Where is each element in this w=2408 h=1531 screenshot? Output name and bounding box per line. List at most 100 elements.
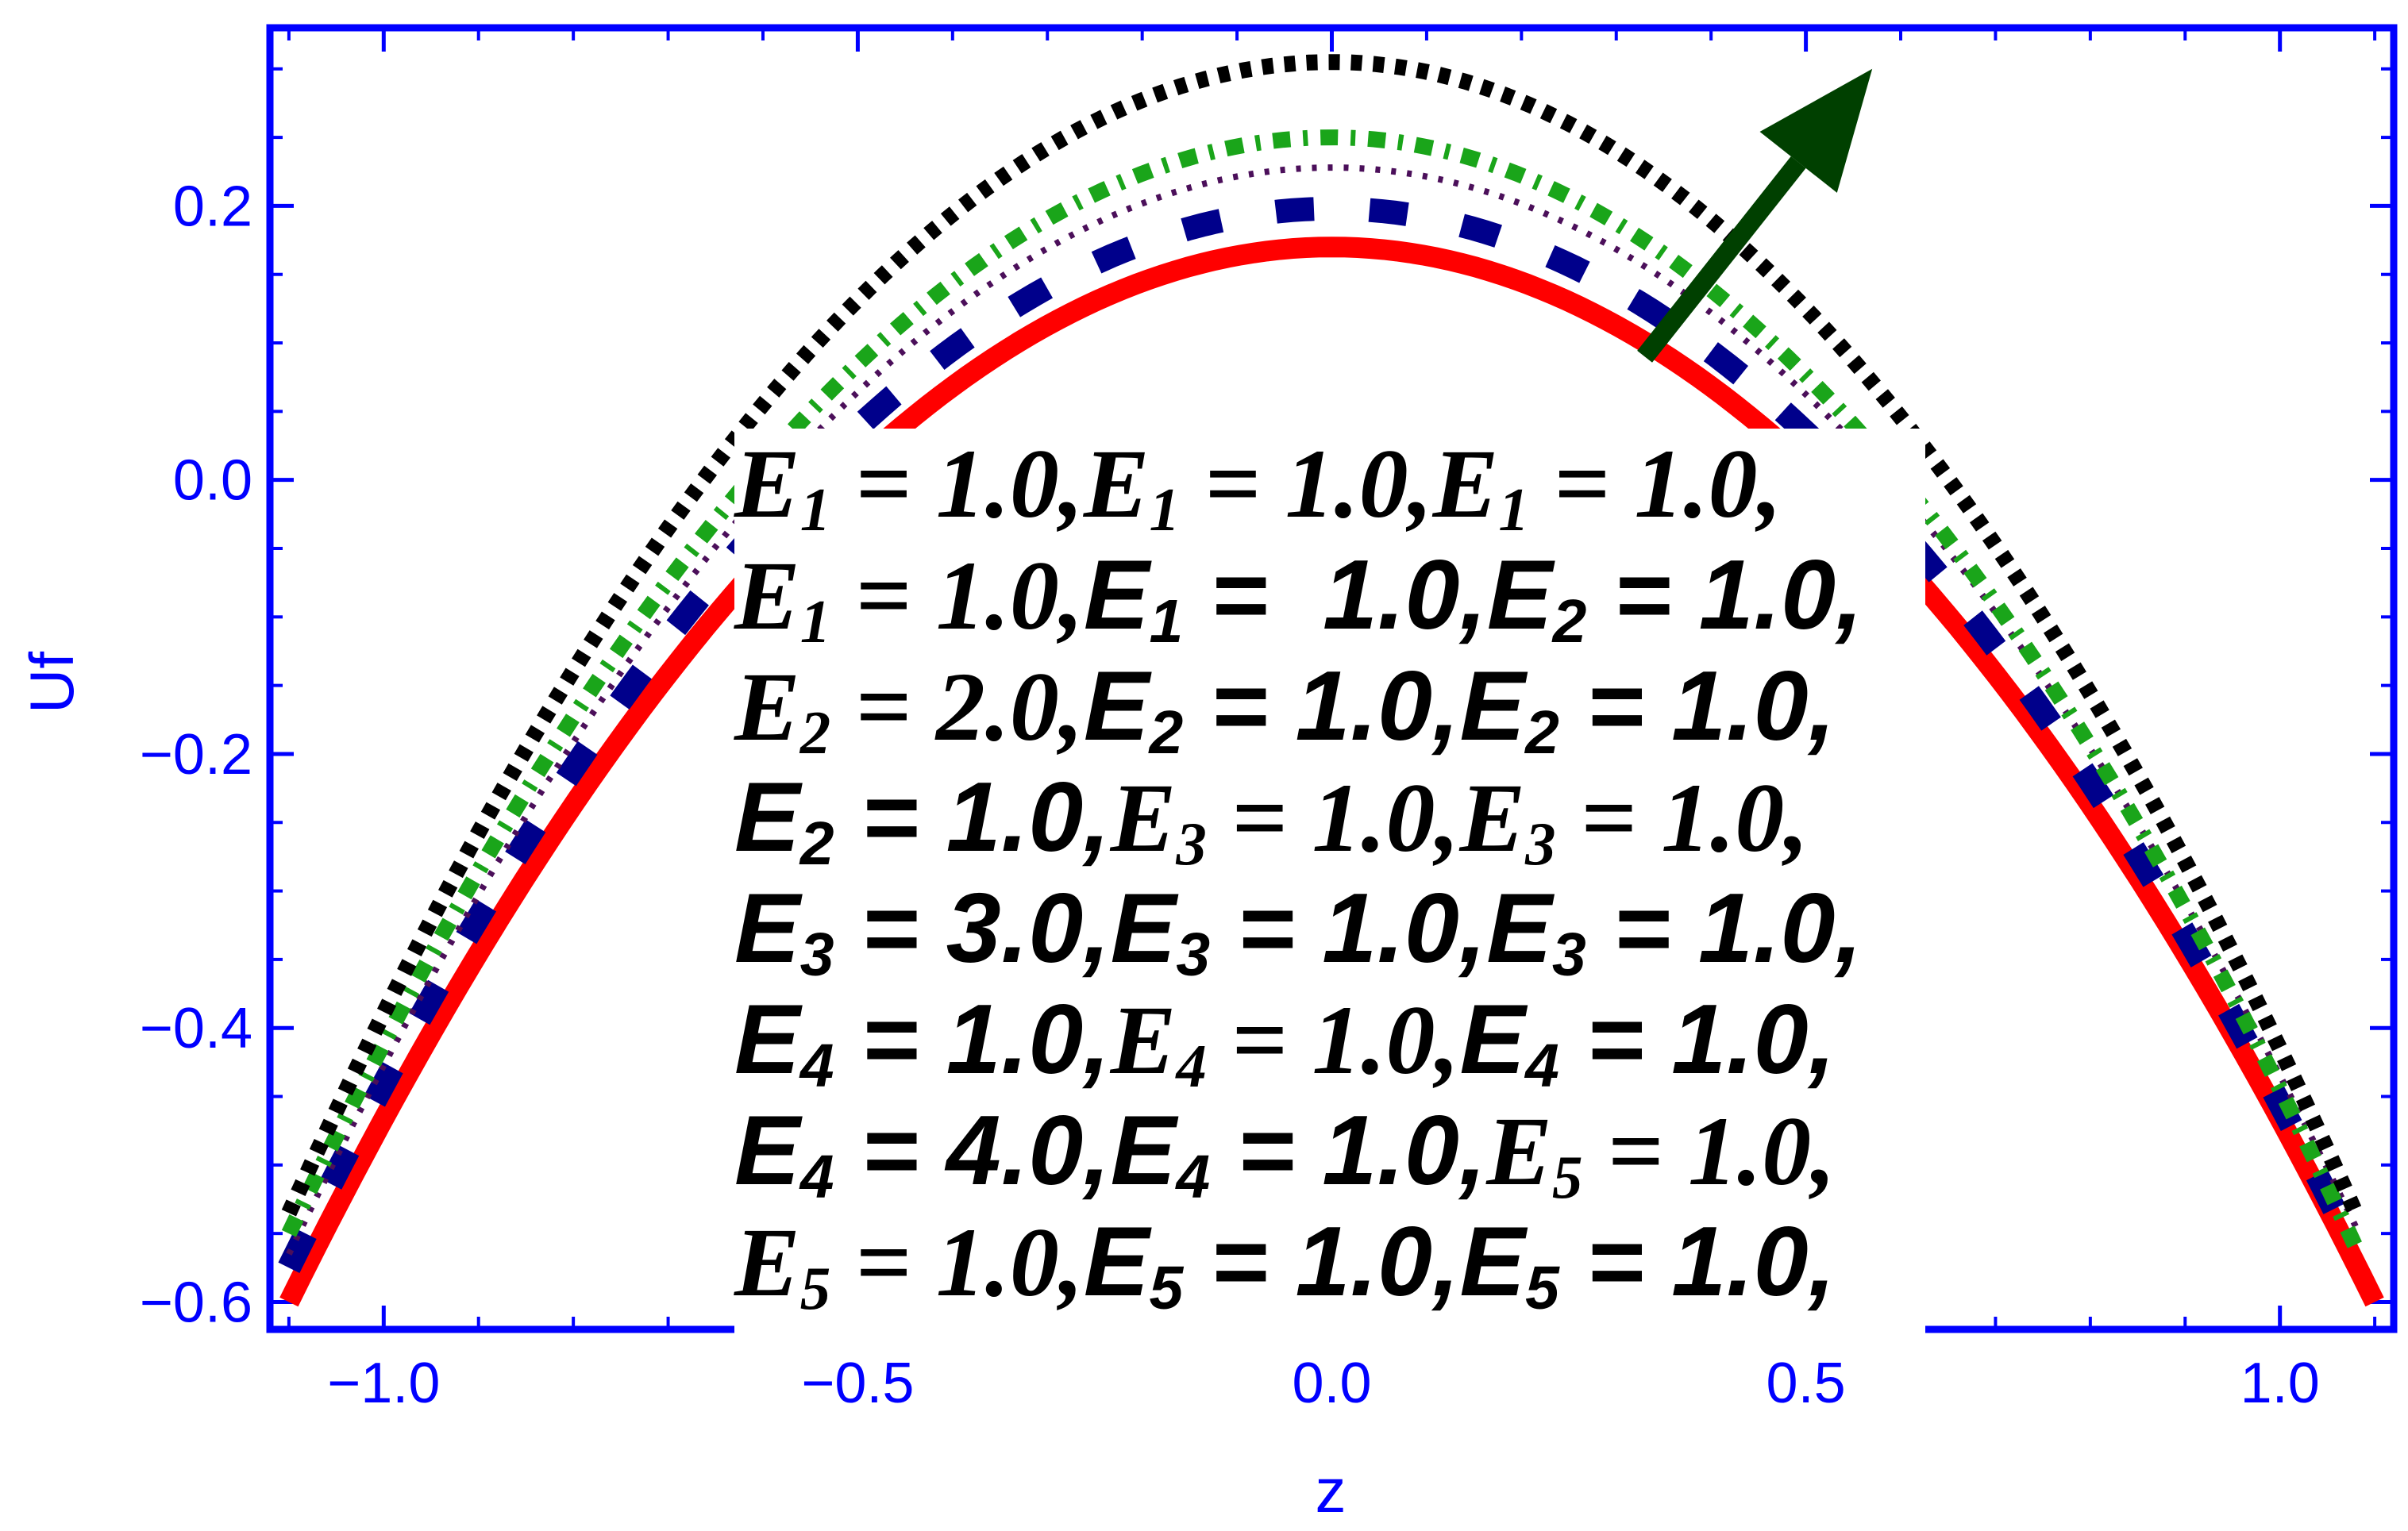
legend-value: = 1.0, [1558, 985, 1836, 1094]
legend-subscript: 1 [1498, 475, 1529, 544]
legend-value: = 1.0, [1210, 874, 1487, 983]
legend-value: = 1.0, [1210, 1096, 1487, 1206]
legend-entry: E5 = 1.0, [734, 1208, 1084, 1322]
y-axis-title: Uf [17, 652, 87, 714]
legend-variable: E [1083, 540, 1150, 650]
series-curves [278, 54, 2384, 1307]
legend-subscript: 5 [799, 1254, 831, 1322]
legend-variable: E [1486, 874, 1552, 983]
legend-value: = 1.0, [1183, 652, 1460, 761]
legend-value: = 1.0, [1183, 540, 1487, 650]
legend-subscript: 4 [1176, 1142, 1211, 1211]
legend-subscript: 5 [1149, 1253, 1184, 1322]
legend-subscript: 2 [799, 809, 834, 878]
legend-subscript: 3 [1176, 920, 1211, 989]
legend-value: = 1.0, [834, 985, 1111, 1094]
arrow-shaft [1637, 156, 1806, 363]
y-tick-label: −0.4 [140, 997, 252, 1060]
legend-value: = 1.0, [1582, 1097, 1836, 1206]
legend-variable: E [1083, 652, 1150, 761]
legend-entry: E3 = 1.0, [1110, 874, 1487, 989]
legend-value: = 4.0, [834, 1096, 1111, 1206]
legend-entry: E4 = 1.0, [1110, 986, 1460, 1100]
legend-value: = 2.0, [830, 652, 1084, 761]
y-tick-label: −0.6 [140, 1271, 252, 1334]
legend-variable: E [1110, 986, 1177, 1094]
legend-subscript: 1 [799, 475, 831, 544]
y-tick-label: 0.2 [173, 175, 252, 238]
legend-subscript: 5 [1551, 1143, 1583, 1211]
legend-value: = 1.0, [830, 429, 1084, 538]
legend-entry: E5 = 1.0, [1486, 1097, 1836, 1211]
legend-subscript: 4 [1525, 1031, 1559, 1100]
legend-line: E4 = 1.0,E4 = 1.0,E4 = 1.0, [734, 984, 1925, 1100]
legend-entry: E4 = 1.0, [734, 985, 1111, 1100]
legend-value: = 1.0, [1183, 1207, 1460, 1317]
legend-variable: E [734, 541, 800, 650]
x-tick-label: −1.0 [327, 1352, 440, 1415]
legend-line: E1 = 1.0,E1 = 1.0,E1 = 1.0, [734, 429, 1925, 544]
legend-entry: E2 = 1.0, [734, 763, 1111, 878]
legend-line: E4 = 4.0,E4 = 1.0,E5 = 1.0, [734, 1095, 1925, 1211]
legend-value: = 1.0, [1206, 986, 1460, 1094]
legend: E1 = 1.0,E1 = 1.0,E1 = 1.0, E1 = 1.0,E1 =… [734, 429, 1925, 1333]
legend-value: = 1.0, [1558, 652, 1836, 761]
legend-entry: E4 = 1.0, [1110, 1096, 1487, 1211]
legend-variable: E [1110, 1096, 1177, 1206]
legend-value: = 1.0, [1585, 874, 1863, 983]
legend-variable: E [1432, 429, 1499, 538]
legend-variable: E [734, 429, 800, 538]
legend-value: = 1.0, [1206, 764, 1460, 872]
legend-subscript: 3 [799, 920, 834, 989]
legend-variable: E [1459, 652, 1526, 761]
legend-entry: E1 = 1.0, [1083, 540, 1487, 656]
legend-variable: E [1459, 1207, 1526, 1317]
x-axis-title: z [1316, 1456, 1347, 1525]
legend-entry: E5 = 1.0, [1459, 1207, 1836, 1322]
legend-variable: E [1486, 1097, 1552, 1206]
legend-subscript: 2 [1552, 587, 1587, 656]
legend-line: E1 = 1.0,E1 = 1.0,E2 = 1.0, [734, 540, 1925, 656]
legend-variable: E [734, 1096, 800, 1206]
x-tick-label: 1.0 [2240, 1352, 2320, 1415]
series-line-3 [286, 164, 2359, 1256]
legend-entry: E1 = 1.0, [734, 429, 1084, 544]
legend-variable: E [1110, 764, 1177, 872]
legend-subscript: 5 [1525, 1253, 1559, 1322]
legend-line: E5 = 1.0,E5 = 1.0,E5 = 1.0, [734, 1206, 1925, 1322]
legend-subscript: 1 [1149, 587, 1184, 656]
legend-variable: E [1083, 1207, 1150, 1317]
legend-entry: E4 = 1.0, [1459, 985, 1836, 1100]
legend-variable: E [1459, 985, 1526, 1094]
legend-line: E3 = 3.0,E3 = 1.0,E3 = 1.0, [734, 873, 1925, 989]
legend-entry: E2 = 2.0, [734, 652, 1084, 767]
legend-variable: E [734, 763, 800, 872]
legend-entry: E2 = 1.0, [1083, 652, 1460, 767]
legend-variable: E [1110, 874, 1177, 983]
legend-subscript: 4 [1176, 1032, 1207, 1100]
legend-line: E2 = 2.0,E2 = 1.0,E2 = 1.0, [734, 651, 1925, 767]
series-line-1 [279, 237, 2384, 1307]
legend-entry: E4 = 4.0, [734, 1096, 1111, 1211]
legend-value: = 1.0, [830, 1208, 1084, 1317]
legend-value: = 1.0, [1555, 764, 1809, 872]
legend-entry: E1 = 1.0, [1432, 429, 1782, 544]
legend-entry: E5 = 1.0, [1083, 1207, 1460, 1322]
legend-subscript: 3 [1551, 920, 1586, 989]
legend-subscript: 2 [799, 698, 831, 767]
y-tick-label: −0.2 [140, 723, 252, 787]
x-tick-label: −0.5 [801, 1352, 914, 1415]
legend-subscript: 4 [799, 1031, 834, 1100]
y-tick-label: 0.0 [173, 449, 252, 513]
legend-entry: E2 = 1.0, [1487, 540, 1863, 656]
legend-value: = 1.0, [1179, 429, 1433, 538]
legend-entry: E3 = 1.0, [1459, 764, 1809, 878]
legend-value: = 1.0, [1528, 429, 1782, 538]
legend-value: = 1.0, [1558, 1207, 1836, 1317]
trend-arrow [1637, 68, 1873, 363]
legend-value: = 3.0, [834, 874, 1111, 983]
legend-subscript: 2 [1149, 698, 1184, 767]
legend-entry: E1 = 1.0, [1084, 429, 1433, 544]
series-line-4 [281, 129, 2364, 1251]
